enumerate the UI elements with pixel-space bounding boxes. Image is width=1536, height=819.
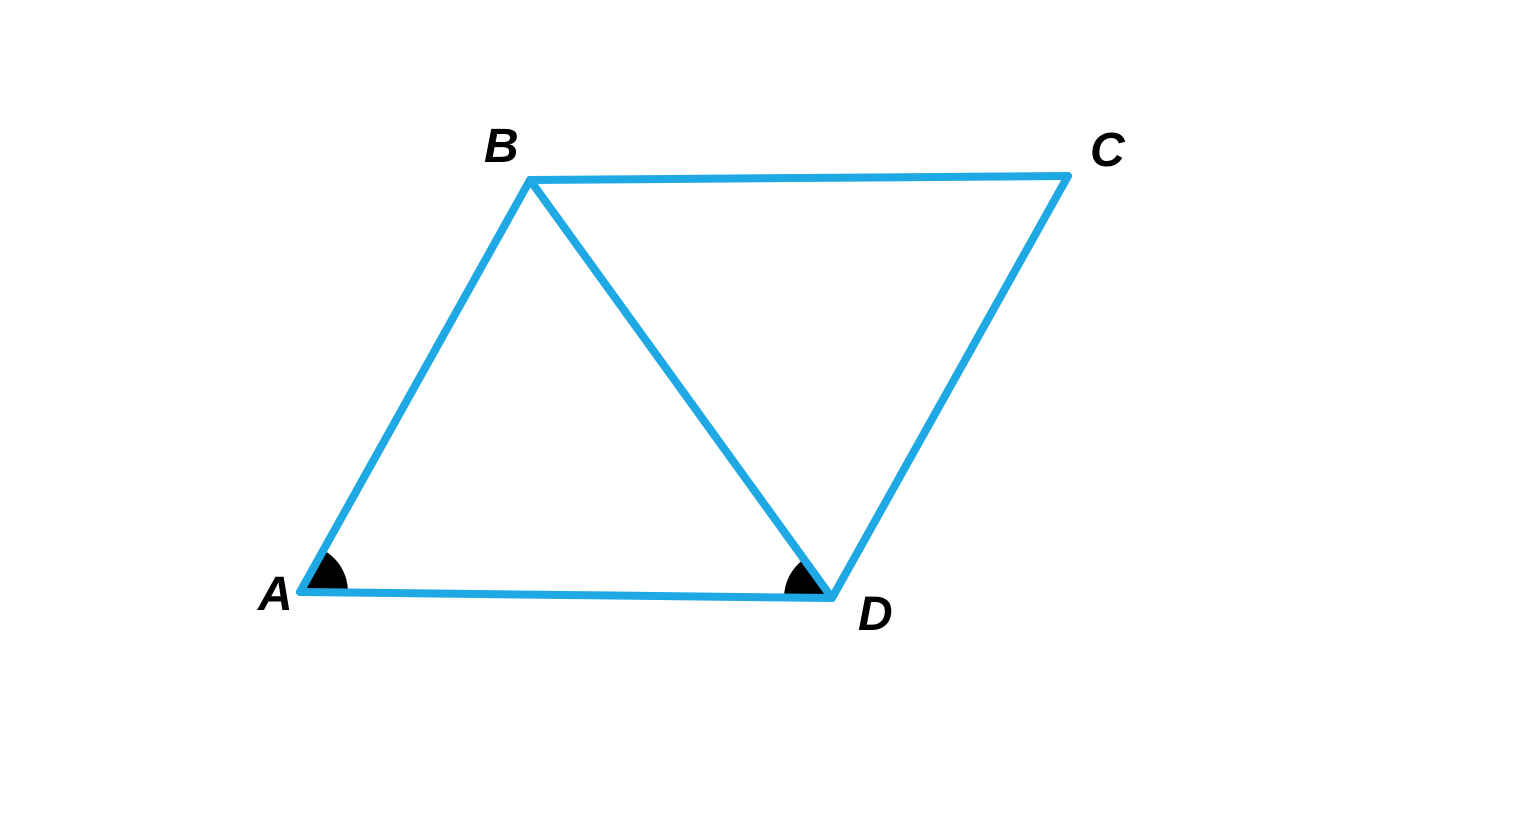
vertex-label-d: D [858, 588, 893, 641]
geometry-diagram: A B C D [0, 0, 1536, 819]
edge-da [300, 592, 832, 598]
edge-cd [832, 176, 1068, 598]
vertex-label-b: B [484, 120, 519, 173]
edge-bc [530, 176, 1068, 180]
vertex-label-c: C [1090, 124, 1126, 177]
edge-ab [300, 180, 530, 592]
edge-bd [530, 180, 832, 598]
vertex-label-a: A [257, 568, 293, 621]
